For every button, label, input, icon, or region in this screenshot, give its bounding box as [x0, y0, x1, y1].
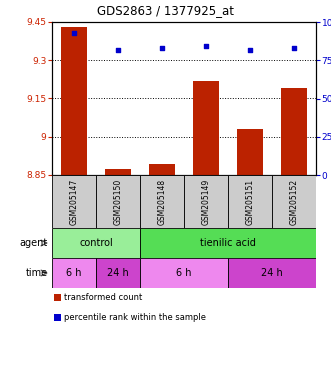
Bar — [54, 314, 61, 321]
Text: percentile rank within the sample: percentile rank within the sample — [64, 313, 206, 322]
Bar — [52, 228, 140, 258]
Point — [71, 30, 77, 36]
Point — [115, 46, 120, 53]
Point — [203, 43, 209, 50]
Bar — [272, 175, 316, 228]
Point — [247, 46, 253, 53]
Text: GSM205150: GSM205150 — [114, 179, 122, 225]
Bar — [140, 258, 228, 288]
Point — [159, 45, 165, 51]
Bar — [237, 129, 263, 175]
Text: GSM205149: GSM205149 — [202, 179, 211, 225]
Bar — [281, 88, 307, 175]
Bar — [61, 27, 87, 175]
Text: GSM205148: GSM205148 — [158, 179, 166, 225]
Text: agent: agent — [20, 238, 48, 248]
Bar — [228, 258, 316, 288]
Point — [291, 45, 297, 51]
Text: GSM205152: GSM205152 — [290, 179, 299, 225]
Text: 6 h: 6 h — [176, 268, 192, 278]
Text: time: time — [26, 268, 48, 278]
Text: 6 h: 6 h — [66, 268, 82, 278]
Bar — [52, 175, 96, 228]
Text: transformed count: transformed count — [64, 293, 142, 302]
Bar — [140, 228, 316, 258]
Bar — [140, 175, 184, 228]
Bar — [149, 164, 175, 175]
Bar — [52, 258, 96, 288]
Text: 24 h: 24 h — [261, 268, 283, 278]
Bar — [96, 175, 140, 228]
Text: GDS2863 / 1377925_at: GDS2863 / 1377925_at — [97, 4, 234, 17]
Text: GSM205151: GSM205151 — [246, 179, 255, 225]
Bar — [105, 169, 131, 175]
Text: GSM205147: GSM205147 — [70, 179, 78, 225]
Bar — [193, 81, 219, 175]
Text: 24 h: 24 h — [107, 268, 129, 278]
Bar — [54, 294, 61, 301]
Bar — [96, 258, 140, 288]
Bar — [184, 175, 228, 228]
Text: tienilic acid: tienilic acid — [200, 238, 256, 248]
Text: control: control — [79, 238, 113, 248]
Bar — [228, 175, 272, 228]
